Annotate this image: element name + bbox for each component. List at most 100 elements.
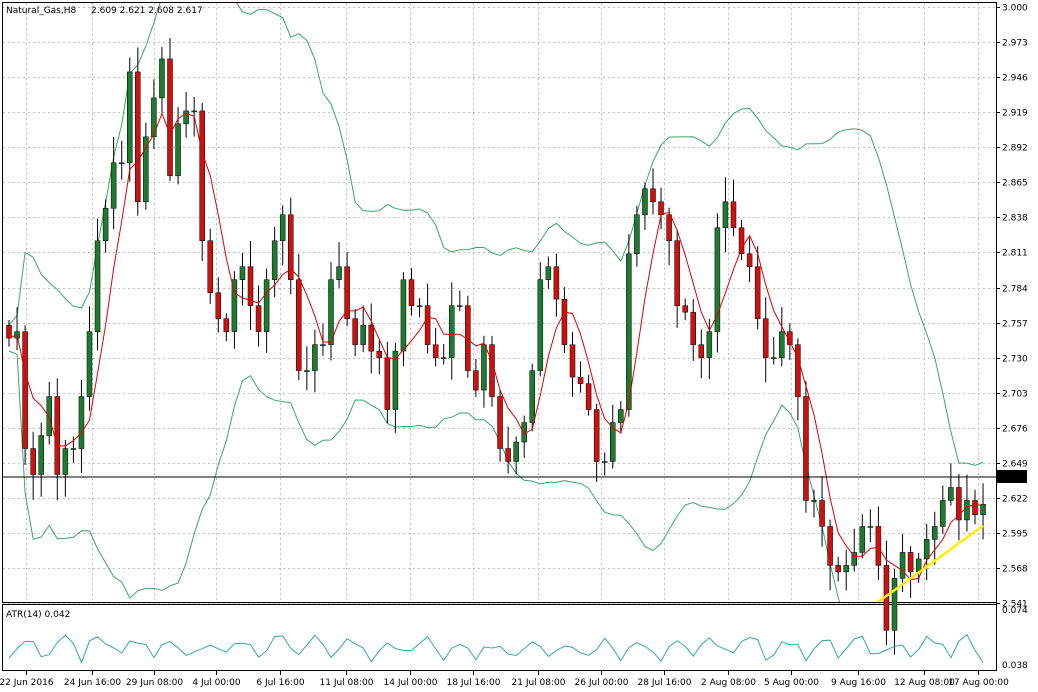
candle-body bbox=[545, 266, 552, 280]
y-tick-label: 2.757 bbox=[1002, 320, 1028, 330]
candle bbox=[376, 340, 383, 375]
candle-body bbox=[135, 71, 141, 203]
candle-body bbox=[972, 500, 978, 516]
y-tick-label: 2.649 bbox=[1002, 460, 1028, 470]
candle-body bbox=[336, 266, 342, 280]
x-tick-label: 24 Jun 16:00 bbox=[64, 678, 121, 688]
candle bbox=[803, 381, 809, 513]
candle bbox=[86, 306, 93, 411]
candle-body bbox=[263, 279, 270, 332]
candle bbox=[746, 237, 753, 283]
candle-body bbox=[593, 409, 600, 462]
candle bbox=[255, 285, 262, 347]
candle bbox=[38, 422, 44, 497]
candle-body bbox=[207, 240, 213, 293]
candle-body bbox=[231, 279, 238, 332]
candle-body bbox=[706, 331, 713, 358]
candle-body bbox=[54, 396, 61, 475]
candle-body bbox=[70, 448, 77, 450]
candle-body bbox=[94, 240, 101, 332]
candle bbox=[465, 295, 471, 378]
x-tick-label: 28 Jul 16:00 bbox=[638, 678, 692, 688]
candle bbox=[416, 298, 423, 318]
candle bbox=[22, 325, 28, 465]
candle-body bbox=[118, 162, 125, 165]
candle bbox=[513, 436, 519, 475]
candle bbox=[618, 401, 624, 434]
candle-body bbox=[352, 318, 358, 345]
candle-body bbox=[497, 396, 503, 449]
candle bbox=[811, 489, 817, 518]
candle bbox=[698, 329, 705, 379]
candle-body bbox=[223, 318, 230, 332]
candle-body bbox=[400, 279, 407, 352]
candle-body bbox=[78, 396, 85, 449]
candle-body bbox=[376, 350, 383, 358]
candle-body bbox=[722, 201, 729, 229]
candle-body bbox=[762, 318, 769, 358]
y-tick-label: 3.000 bbox=[1002, 4, 1028, 14]
candle-body bbox=[610, 422, 616, 462]
candle-body bbox=[30, 448, 36, 475]
candle bbox=[159, 47, 165, 114]
candle-body bbox=[634, 214, 640, 254]
candle-body bbox=[803, 396, 809, 501]
candle-body bbox=[159, 58, 165, 99]
candle-body bbox=[360, 324, 366, 345]
candle-body bbox=[738, 227, 745, 254]
candle bbox=[497, 389, 503, 462]
candle bbox=[344, 252, 350, 327]
x-tick-label: 29 Jun 08:00 bbox=[126, 678, 183, 688]
candle bbox=[730, 179, 737, 236]
y-tick-label: 2.838 bbox=[1002, 214, 1028, 224]
candle-body bbox=[553, 266, 560, 300]
candle-body bbox=[561, 298, 568, 345]
atr-indicator bbox=[8, 634, 984, 664]
candle bbox=[682, 298, 688, 321]
candle bbox=[392, 342, 399, 433]
x-tick-label: 22 Jun 2016 bbox=[0, 678, 54, 688]
candle-body bbox=[819, 500, 825, 527]
candle bbox=[102, 199, 109, 253]
candle-body bbox=[899, 552, 906, 579]
candle bbox=[626, 234, 632, 417]
candle-body bbox=[457, 305, 463, 307]
candle bbox=[263, 268, 270, 353]
candle bbox=[320, 323, 326, 356]
candle-body bbox=[690, 311, 696, 345]
candle-body bbox=[344, 266, 350, 319]
candle-body bbox=[537, 279, 544, 371]
candle bbox=[110, 136, 117, 230]
candle bbox=[738, 219, 745, 261]
candle bbox=[143, 122, 149, 210]
candle bbox=[78, 380, 85, 473]
current-price-marker bbox=[997, 470, 1027, 483]
x-tick-label: 21 Jul 08:00 bbox=[512, 678, 566, 688]
candle-body bbox=[175, 123, 181, 177]
candle bbox=[167, 37, 173, 182]
y-tick-label: 2.703 bbox=[1002, 390, 1028, 400]
candle-body bbox=[151, 97, 157, 138]
candle bbox=[529, 363, 535, 432]
current-price-label: 2.617 bbox=[999, 473, 1025, 483]
candle bbox=[754, 246, 761, 330]
candle-body bbox=[312, 344, 318, 371]
candle bbox=[875, 506, 882, 581]
x-tick-label: 6 Jul 16:00 bbox=[256, 678, 305, 688]
candle bbox=[722, 177, 729, 253]
candle bbox=[118, 140, 125, 180]
candle-body bbox=[940, 500, 946, 527]
candle-body bbox=[46, 396, 52, 436]
candle bbox=[352, 308, 358, 357]
atr-label: ATR(14) 0.042 bbox=[6, 610, 70, 620]
candle-body bbox=[601, 461, 608, 463]
candle-body bbox=[891, 578, 898, 631]
candle-body bbox=[875, 526, 882, 566]
candle bbox=[561, 287, 568, 354]
candle bbox=[489, 335, 495, 407]
candle bbox=[569, 331, 576, 397]
candle bbox=[650, 168, 656, 215]
candle bbox=[457, 290, 463, 312]
candle-body bbox=[521, 422, 527, 443]
candle bbox=[634, 205, 640, 267]
